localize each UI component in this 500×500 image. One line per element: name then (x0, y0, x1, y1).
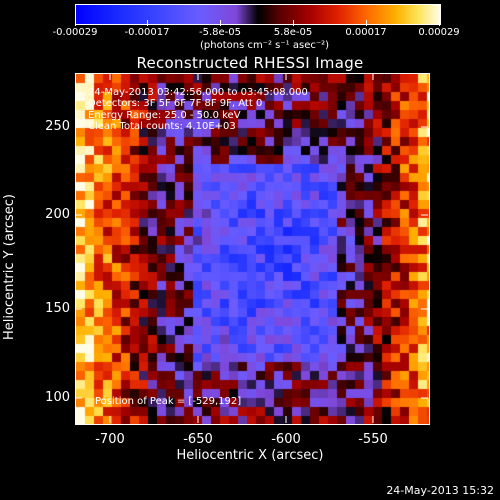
colorbar-tick (147, 20, 148, 26)
y-tick-label: 200 (45, 207, 70, 222)
x-axis-label: Heliocentric X (arcsec) (176, 448, 324, 463)
x-tick-label: -650 (183, 432, 213, 447)
rhessi-image: 24-May-2013 03:42:56.000 to 03:45:08.000… (75, 73, 430, 425)
colorbar-tick (220, 20, 221, 26)
colorbar-tick (293, 20, 294, 26)
x-tick-label: -550 (358, 432, 388, 447)
heatmap-image (76, 74, 429, 424)
observation-info: 24-May-2013 03:42:56.000 to 03:45:08.000… (88, 87, 308, 133)
peak-position: Position of Peak = [-529,192] (95, 396, 242, 407)
y-tick-label: 150 (45, 301, 70, 316)
colorbar-label: 5.8e-05 (273, 27, 313, 38)
colorbar-tick (366, 20, 367, 26)
info-time: 24-May-2013 03:42:56.000 to 03:45:08.000 (88, 87, 308, 98)
info-energy: Energy Range: 25.0 - 50.0 keV (88, 109, 241, 121)
colorbar-unit: (photons cm⁻² s⁻¹ asec⁻²) (200, 40, 330, 51)
colorbar-tick (75, 20, 76, 26)
info-detectors: Detectors: 3F 5F 6F 7F 8F 9F, Att 0 (88, 98, 263, 110)
footer-date: 24-May-2013 15:32 (386, 484, 494, 497)
colorbar-label: 0.00017 (345, 27, 387, 38)
info-clean: Clean Total counts: 4.10E+03 (88, 121, 236, 133)
y-tick-label: 100 (45, 390, 70, 405)
x-tick-label: -600 (271, 432, 301, 447)
colorbar-tick (439, 20, 440, 26)
plot-title: Reconstructed RHESSI Image (136, 54, 364, 72)
colorbar (75, 4, 441, 25)
y-axis-label: Heliocentric Y (arcsec) (2, 194, 17, 340)
colorbar-label: -0.00017 (124, 27, 170, 38)
colorbar-label: -0.00029 (52, 27, 98, 38)
colorbar-label: -5.8e-05 (199, 27, 241, 38)
x-tick-label: -700 (95, 432, 125, 447)
colorbar-label: 0.00029 (418, 27, 460, 38)
y-tick-label: 250 (45, 119, 70, 134)
